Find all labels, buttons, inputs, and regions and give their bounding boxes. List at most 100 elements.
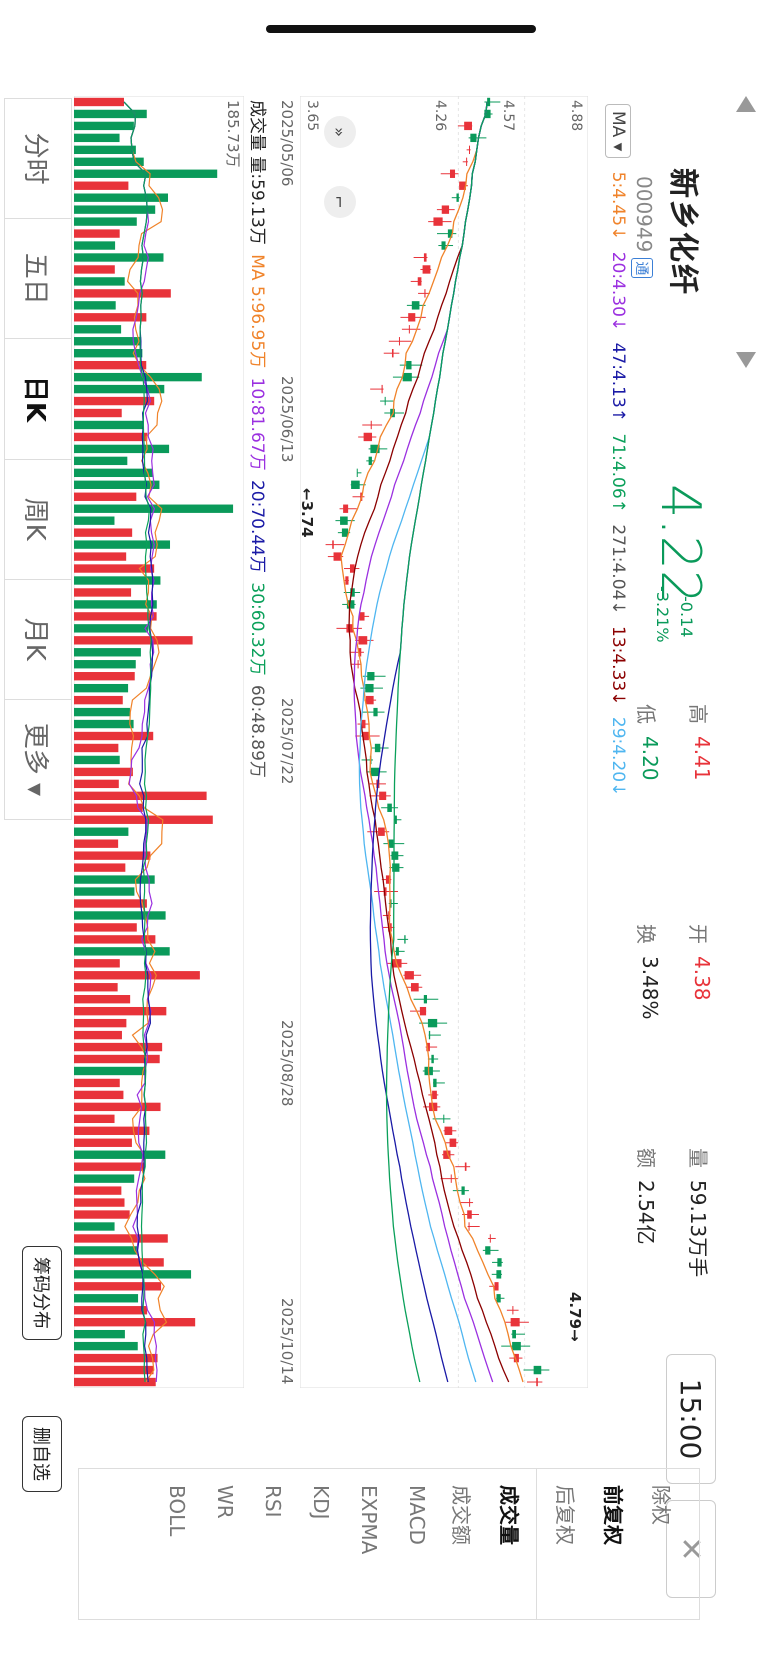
volume-bar-49	[74, 683, 129, 693]
low-value: 4.20	[638, 736, 662, 781]
candle-body-107	[536, 1377, 538, 1387]
candle-body-16	[424, 289, 426, 298]
y-label-mid1: 4.57	[500, 100, 516, 132]
candle-body-95	[489, 1234, 491, 1243]
option-macd[interactable]: MACD	[405, 1485, 429, 1545]
volume-bar-69	[74, 923, 137, 932]
vol-value: 量:59.13万	[247, 156, 267, 245]
option-backward-adjust[interactable]: 后复权	[553, 1485, 577, 1545]
volume-bar-34	[74, 504, 234, 513]
turnover-value: 3.48%	[638, 956, 662, 1020]
volume-bar-28	[74, 432, 148, 442]
vol-ma-line-10	[123, 101, 158, 1383]
candle-body-38	[333, 552, 342, 561]
candle-body-51	[373, 707, 378, 717]
volume-bar-66	[74, 887, 135, 896]
ma-button[interactable]: MA ▾	[605, 104, 631, 159]
high-value: 4.41	[690, 736, 714, 781]
volume-bar-78	[74, 1030, 122, 1040]
option-forward-adjust[interactable]: 前复权	[601, 1485, 625, 1545]
volume-bar-44	[74, 624, 149, 633]
option-expma[interactable]: EXPMA	[357, 1485, 381, 1555]
candle-body-103	[512, 1329, 516, 1339]
amount-value: 2.54亿	[634, 1180, 658, 1245]
vol-ma30: 30:60.32万	[247, 582, 267, 676]
double-chevron-icon[interactable]: »	[324, 116, 356, 148]
volume-bar-8	[74, 193, 169, 202]
candle-body-37	[332, 540, 334, 549]
period-tabs: 分时 五日 日K 周K 月K 更多 ▾	[4, 98, 72, 820]
volume-bar-97	[74, 1258, 164, 1267]
tab-daily-k[interactable]: 日K	[5, 339, 71, 460]
volume-bar-36	[74, 528, 133, 537]
volume-bar-101	[74, 1306, 148, 1315]
ma271-value: 271:4.04↓	[608, 524, 628, 615]
option-kdj[interactable]: KDJ	[309, 1485, 333, 1520]
volume-bar-90	[74, 1174, 135, 1183]
shrink-icon[interactable]: ⌐	[324, 186, 356, 218]
option-boll[interactable]: BOLL	[165, 1485, 189, 1537]
option-wr[interactable]: WR	[213, 1485, 237, 1519]
candle-body-63	[391, 851, 399, 860]
volume-bar-25	[74, 396, 155, 406]
candle-body-70	[404, 935, 406, 944]
volume-bar-10	[74, 217, 137, 226]
volume-bar-85	[74, 1114, 115, 1124]
remove-watchlist-button[interactable]: 删自选	[22, 1416, 62, 1492]
candle-body-52	[361, 719, 366, 729]
price-chart[interactable]	[300, 96, 588, 1388]
triangle-left-icon[interactable]	[736, 96, 756, 112]
candle-body-47	[357, 660, 359, 669]
option-rsi[interactable]: RSI	[261, 1485, 285, 1518]
stock-code: 000949	[632, 176, 656, 253]
candle-body-32	[351, 480, 360, 489]
volume-bar-30	[74, 456, 128, 466]
candle-body-8	[456, 193, 459, 202]
volume-bar-19	[74, 325, 122, 334]
ma-line-5	[340, 101, 524, 1383]
ma-line-71	[385, 101, 488, 1383]
volume-bar-26	[74, 408, 122, 418]
volume-bar-39	[74, 564, 155, 573]
candle-body-59	[387, 803, 392, 812]
y-label-mid2: 4.26	[432, 100, 448, 132]
volume-bar-91	[74, 1186, 122, 1195]
chip-distribution-button[interactable]: 筹码分布	[22, 1246, 62, 1340]
tab-intraday[interactable]: 分时	[5, 99, 71, 220]
candle-body-90	[450, 1174, 452, 1183]
stock-code-row: 000949 通	[631, 176, 656, 279]
volume-bar-60	[74, 815, 213, 824]
low-label: 低	[634, 704, 658, 724]
volume-chart[interactable]	[74, 96, 244, 1388]
candle-body-77	[427, 1018, 438, 1028]
candle-body-101	[512, 1306, 514, 1315]
candle-body-5	[466, 157, 468, 166]
volume-bar-37	[74, 540, 171, 549]
candle-body-62	[388, 839, 394, 848]
volume-bar-52	[74, 719, 134, 729]
volume-bar-18	[74, 313, 147, 322]
y-label-low: 3.65	[304, 100, 320, 132]
volume-bar-45	[74, 636, 193, 645]
triangle-right-icon[interactable]	[736, 352, 756, 368]
tab-more[interactable]: 更多 ▾	[20, 722, 51, 797]
indicator-panel: 除权 前复权 后复权 成交量 成交额 MACD EXPMA KDJ RSI WR…	[78, 1468, 700, 1620]
option-ex-rights[interactable]: 除权	[649, 1485, 673, 1525]
candle-body-64	[392, 863, 400, 872]
tab-monthly-k[interactable]: 月K	[5, 579, 71, 700]
candle-body-27	[370, 420, 372, 430]
volume-bar-35	[74, 516, 115, 525]
price-chart-frame	[300, 96, 588, 1388]
tab-weekly-k[interactable]: 周K	[5, 459, 71, 580]
candle-body-35	[340, 516, 348, 525]
volume-bar-81	[74, 1066, 145, 1076]
option-volume[interactable]: 成交量	[497, 1485, 521, 1545]
volume-bar-15	[74, 277, 125, 286]
option-amount[interactable]: 成交额	[449, 1485, 473, 1545]
tab-five-day[interactable]: 五日	[5, 219, 71, 340]
volume-bar-42	[74, 600, 157, 609]
volume-bar-87	[74, 1138, 132, 1147]
candle-body-36	[341, 528, 349, 537]
volume-bar-105	[74, 1353, 158, 1363]
candle-body-78	[428, 1030, 431, 1040]
